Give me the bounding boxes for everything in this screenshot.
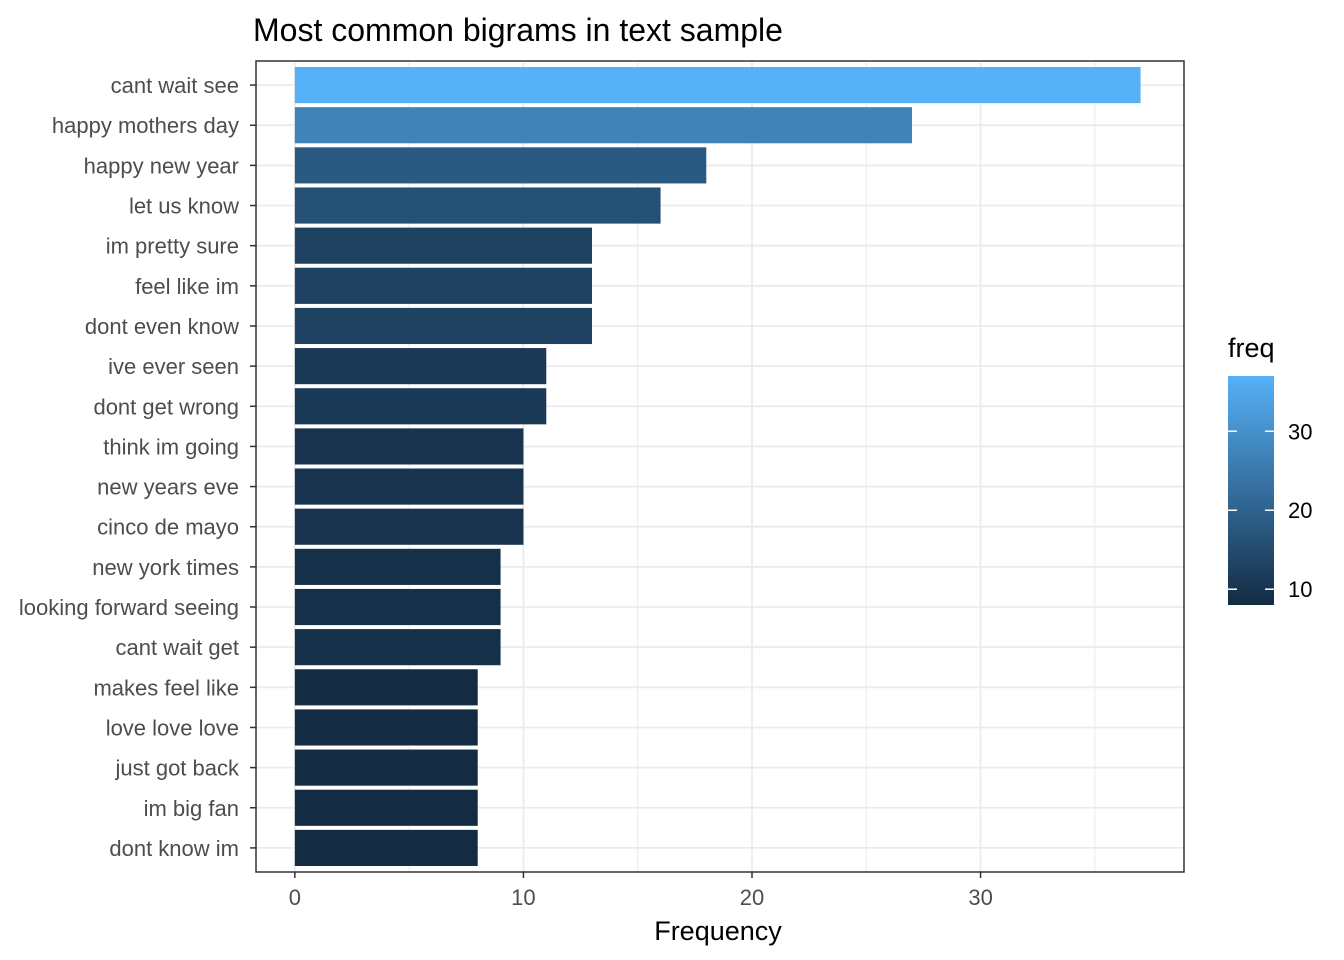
color-legend: freq 10 20 30 [1228,333,1312,605]
x-tick-label: 20 [740,885,764,910]
x-tick-label: 10 [511,885,535,910]
y-tick-label: cant wait see [111,73,239,98]
bar [294,388,547,425]
bar [294,588,501,626]
y-tick-label: new years eve [97,475,239,500]
bar [294,749,478,786]
bar [294,67,1141,104]
bar [294,709,478,746]
y-tick-label: dont get wrong [93,394,239,419]
bar [294,307,592,345]
y-tick-label: dont know im [109,836,239,861]
y-tick-label: makes feel like [93,675,239,700]
y-tick-label: im pretty sure [106,234,239,259]
bar [294,107,912,144]
legend-ticks: 10 20 30 [1228,419,1312,602]
bar [294,829,478,866]
y-tick-label: just got back [114,756,240,781]
bar [294,629,501,666]
bar [294,147,707,184]
x-axis: 0 10 20 30 [289,872,993,910]
y-axis: cant wait see happy mothers day happy new … [19,73,256,861]
bar [294,468,524,505]
plot-border [255,60,1185,873]
y-tick-label: happy new year [84,153,239,178]
x-tick-label: 30 [968,885,992,910]
y-tick-label: happy mothers day [52,113,239,138]
y-tick-label: feel like im [135,274,239,299]
chart-title: Most common bigrams in text sample [253,12,783,48]
legend-colorbar [1228,376,1274,605]
y-tick-label: im big fan [144,796,239,821]
legend-title: freq [1228,333,1275,363]
y-tick-label: let us know [129,194,239,219]
bar [294,428,524,465]
y-tick-label: cant wait get [115,635,239,660]
bar [294,669,478,706]
y-tick-label: ive ever seen [108,354,239,379]
x-axis-title: Frequency [654,916,782,946]
bar [294,227,592,264]
bars-group [294,67,1141,866]
bar [294,508,524,545]
bar [294,267,592,304]
bar [294,348,547,385]
y-tick-label: love love love [106,715,239,740]
y-tick-label: looking forward seeing [19,595,239,620]
legend-tick-label: 10 [1288,577,1312,602]
bar [294,789,478,826]
y-tick-label: cinco de mayo [97,515,239,540]
y-tick-label: new york times [92,555,239,580]
y-tick-label: think im going [103,434,239,459]
legend-tick-label: 20 [1288,498,1312,523]
y-tick-label: dont even know [85,314,239,339]
bar [294,548,501,585]
bar [294,187,661,224]
legend-tick-label: 30 [1288,419,1312,444]
x-tick-label: 0 [289,885,301,910]
